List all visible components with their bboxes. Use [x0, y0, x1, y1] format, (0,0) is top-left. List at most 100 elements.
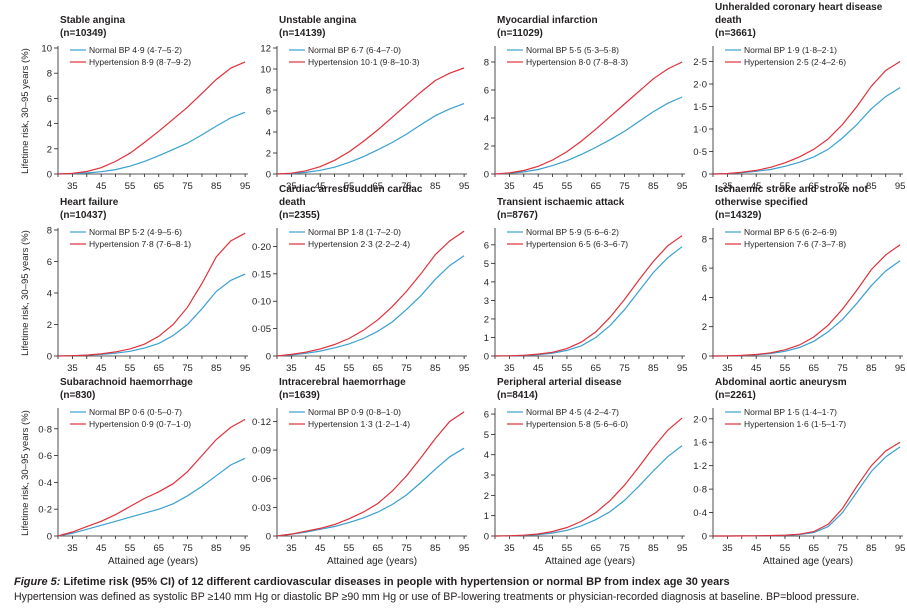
- legend-label: Normal BP 5·2 (4·9–5·6): [89, 227, 182, 237]
- x-tick-label: 35: [286, 543, 297, 554]
- y-tick-label: 8: [484, 58, 489, 69]
- y-tick-label: 12: [260, 44, 271, 55]
- y-tick-label: 0: [266, 352, 271, 363]
- series-line: [712, 260, 901, 357]
- x-tick-label: 95: [240, 181, 251, 192]
- y-axis-label: Lifetime risk, 30–95 years (%): [20, 48, 31, 174]
- legend-label: Normal BP 1·5 (1·4–1·7): [744, 407, 837, 417]
- chart-subtitle: (n=1639): [279, 390, 320, 401]
- chart-subtitle: (n=14329): [715, 210, 761, 221]
- y-tick-label: 0·2: [38, 505, 52, 516]
- x-tick-label: 45: [315, 363, 326, 374]
- x-tick-label: 35: [286, 363, 297, 374]
- series-line: [57, 418, 246, 537]
- y-tick-label: 2: [47, 320, 52, 331]
- legend-label: Hypertension 8·9 (8·7–9·2): [89, 57, 191, 67]
- legend-label: Normal BP 1·9 (1·8–2·1): [744, 45, 837, 55]
- y-tick-label: 6: [702, 264, 707, 275]
- x-tick-label: 35: [286, 181, 297, 192]
- x-tick-label: 45: [96, 363, 107, 374]
- chart-title: Cardiac arrest/sudden cardiac: [279, 184, 423, 195]
- y-tick-label: 0·20: [252, 242, 271, 253]
- series-line: [713, 446, 901, 537]
- x-tick-label: 55: [780, 181, 791, 192]
- x-tick-label: 45: [751, 543, 762, 554]
- x-axis-label: Attained age (years): [545, 556, 635, 567]
- y-tick-label: 1: [484, 511, 489, 522]
- legend-label: Normal BP 4·5 (4·2–4·7): [526, 407, 619, 417]
- y-tick-label: 0: [484, 532, 489, 543]
- x-tick-label: 45: [533, 363, 544, 374]
- x-tick-label: 85: [211, 543, 222, 554]
- y-tick-label: 0·15: [252, 269, 271, 280]
- x-tick-label: 85: [211, 363, 222, 374]
- y-tick-label: 3: [484, 296, 489, 307]
- y-tick-label: 0: [702, 170, 707, 181]
- x-tick-label: 75: [619, 363, 630, 374]
- x-tick-label: 85: [866, 363, 877, 374]
- chart-panel: Transient ischaemic attack(n=8767)012345…: [484, 197, 688, 374]
- y-tick-label: 8: [47, 69, 52, 80]
- y-tick-label: 0·12: [252, 417, 271, 428]
- y-tick-label: 6: [484, 410, 489, 421]
- x-tick-label: 65: [590, 181, 601, 192]
- legend-label: Normal BP 4·9 (4·7–5·2): [89, 45, 182, 55]
- y-tick-label: 6: [266, 107, 271, 118]
- chart-title: Peripheral arterial disease: [497, 377, 622, 388]
- chart-panel: Peripheral arterial disease (n=8414) 0 1 2 3 4…: [484, 377, 688, 567]
- x-tick-label: 85: [866, 181, 877, 192]
- x-tick-label: 55: [125, 181, 136, 192]
- x-tick-label: 35: [722, 181, 733, 192]
- legend-label: Hypertension 7·8 (7·6–8·1): [89, 239, 191, 249]
- y-tick-label: 6: [47, 94, 52, 105]
- x-tick-label: 55: [562, 363, 573, 374]
- series-line: [494, 417, 683, 537]
- x-tick-label: 45: [315, 181, 326, 192]
- y-tick-label: 8: [702, 234, 707, 245]
- x-tick-label: 75: [619, 543, 630, 554]
- y-tick-label: 0·8: [693, 485, 707, 496]
- chart-title: Heart failure: [60, 197, 119, 208]
- series-line: [57, 273, 246, 357]
- y-tick-label: 0: [266, 532, 271, 543]
- series-line: [57, 111, 246, 175]
- x-tick-label: 75: [837, 543, 848, 554]
- x-tick-label: 35: [504, 363, 515, 374]
- series-line: [276, 411, 465, 537]
- caption-title: Lifetime risk (95% CI) of 12 different c…: [63, 576, 730, 588]
- x-tick-label: 85: [430, 363, 441, 374]
- y-axis-label: Lifetime risk, 30–95 years (%): [20, 230, 31, 356]
- chart-subtitle: (n=10437): [60, 210, 106, 221]
- series-line: [494, 96, 683, 175]
- series-line: [276, 103, 465, 175]
- x-tick-label: 55: [344, 181, 355, 192]
- x-tick-label: 45: [96, 181, 107, 192]
- series-line: [712, 60, 901, 175]
- legend-label: Hypertension 10·1 (9·8–10·3): [308, 57, 420, 67]
- chart-title: Unheralded coronary heart disease: [715, 2, 883, 13]
- caption-label: Figure 5:: [14, 576, 61, 588]
- x-tick-label: 45: [315, 543, 326, 554]
- x-tick-label: 55: [125, 543, 136, 554]
- y-tick-label: 1·2: [693, 461, 707, 472]
- legend-label: Normal BP 5·5 (5·3–5·8): [526, 45, 619, 55]
- chart-panel: Abdominal aortic aneurysm (n=2261) 0 0·4 0·8…: [693, 377, 905, 567]
- legend-label: Hypertension 0·9 (0·7–1·0): [89, 419, 191, 429]
- x-tick-label: 35: [504, 181, 515, 192]
- y-tick-label: 0: [47, 532, 52, 543]
- x-tick-label: 85: [648, 181, 659, 192]
- chart-title: Subarachnoid haemorrhage: [60, 377, 193, 388]
- y-tick-label: 4: [484, 277, 489, 288]
- y-tick-label: 1: [484, 333, 489, 344]
- x-tick-label: 85: [430, 181, 441, 192]
- figure-caption: Figure 5: Lifetime risk (95% CI) of 12 d…: [14, 574, 899, 605]
- x-tick-label: 65: [808, 363, 819, 374]
- series-line: [494, 445, 683, 537]
- chart-panel: Unheralded coronary heart disease death (n…: [693, 2, 905, 192]
- y-tick-label: 5: [484, 259, 489, 270]
- x-tick-label: 85: [648, 363, 659, 374]
- y-tick-label: 1·5: [693, 102, 707, 113]
- y-tick-label: 10: [41, 44, 52, 55]
- x-tick-label: 95: [459, 543, 470, 554]
